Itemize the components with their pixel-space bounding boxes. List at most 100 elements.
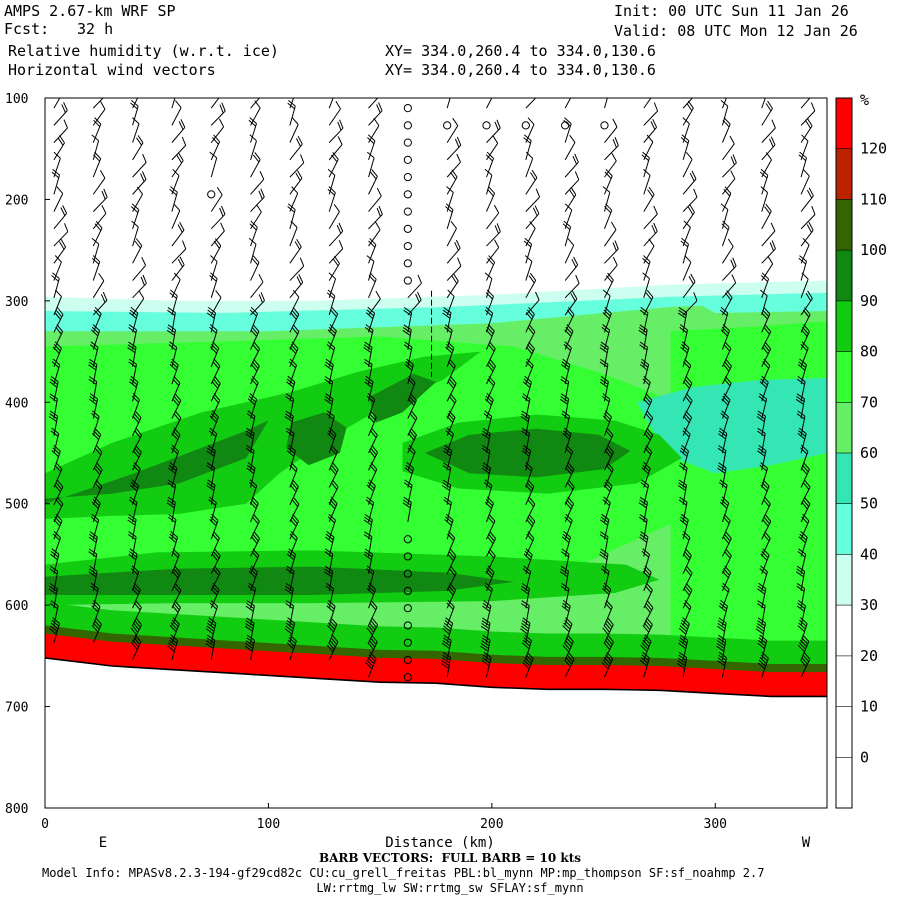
- wind-barb: [525, 98, 537, 109]
- wind-barb-feather: [483, 482, 492, 489]
- wind-barb-feather: [285, 568, 294, 575]
- wind-barb-feather: [253, 154, 260, 163]
- wind-barb-feather: [762, 479, 770, 487]
- wind-barb-feather: [763, 358, 771, 367]
- wind-barb: [800, 571, 806, 592]
- wind-barb: [328, 624, 338, 643]
- wind-barb-feather: [129, 484, 138, 492]
- wind-barb-feather: [327, 168, 336, 176]
- wind-barb-feather: [482, 427, 491, 434]
- wind-barb-feather: [568, 189, 575, 198]
- wind-barb-feather: [645, 292, 652, 301]
- wind-barb-feather: [324, 364, 333, 371]
- wind-barb-feather: [649, 86, 654, 94]
- wind-barb-feather: [803, 651, 811, 660]
- wind-barb-feather: [524, 375, 532, 383]
- wind-barb-feather: [800, 447, 808, 455]
- wind-barb: [92, 330, 101, 350]
- wind-barb: [171, 467, 178, 488]
- wind-barb: [368, 502, 375, 523]
- wind-barb-feather: [168, 344, 177, 351]
- wind-barb-feather: [371, 445, 378, 453]
- wind-barb-feather: [364, 516, 373, 523]
- wind-barb: [800, 195, 814, 212]
- wind-barb: [682, 347, 690, 367]
- wind-barb-feather: [482, 602, 491, 610]
- wind-barb-feather: [91, 513, 100, 521]
- wind-barb: [682, 657, 688, 678]
- wind-barb: [603, 416, 612, 436]
- wind-barb-feather: [566, 499, 573, 507]
- wind-barb-feather: [652, 118, 658, 128]
- wind-barb-feather: [289, 484, 297, 493]
- wind-barb-feather: [730, 156, 735, 165]
- wind-barb: [525, 416, 530, 436]
- wind-barb-feather: [765, 203, 772, 212]
- wind-barb-feather: [207, 479, 216, 486]
- wind-barb-feather: [796, 585, 805, 592]
- wind-barb-feather: [693, 188, 698, 198]
- wind-barb-feather: [91, 605, 99, 613]
- wind-barb-feather: [251, 326, 259, 335]
- wind-barb-feather: [441, 660, 450, 667]
- wind-barb-feather: [561, 413, 570, 420]
- wind-barb-feather: [132, 450, 140, 458]
- wind-barb-feather: [52, 447, 60, 455]
- wind-barb-feather: [403, 307, 412, 314]
- wind-barb-feather: [291, 326, 298, 335]
- wind-barb-feather: [798, 622, 806, 630]
- wind-barb-feather: [445, 203, 454, 211]
- wind-barb-feather: [683, 531, 691, 539]
- wind-barb-feather: [249, 117, 257, 124]
- wind-barb: [486, 657, 492, 678]
- wind-barb-feather: [91, 410, 100, 417]
- wind-barb-feather: [169, 533, 178, 541]
- wind-barb: [368, 214, 383, 230]
- wind-barb: [289, 105, 296, 126]
- wind-barb-feather: [523, 378, 532, 386]
- wind-barb-feather: [249, 501, 257, 510]
- wind-barb-feather: [182, 240, 187, 250]
- wind-barb: [132, 641, 142, 661]
- wind-barb-feather: [483, 413, 492, 420]
- wind-barb-feather: [251, 496, 259, 504]
- wind-barb: [603, 313, 612, 333]
- wind-barb-feather: [447, 289, 455, 297]
- calm-wind-marker: [403, 104, 412, 113]
- wind-barb-feather: [575, 274, 580, 284]
- wind-barb-feather: [207, 634, 216, 641]
- wind-barb-feather: [446, 415, 454, 423]
- wind-barb-feather: [453, 273, 459, 282]
- wind-barb-feather: [404, 364, 413, 371]
- wind-barb-feather: [763, 344, 770, 352]
- wind-barb: [250, 178, 265, 195]
- wind-barb-feather: [328, 430, 336, 438]
- wind-barb-feather: [295, 172, 301, 181]
- wind-barb: [368, 313, 376, 333]
- wind-barb: [328, 263, 340, 281]
- wind-barb-feather: [442, 628, 450, 635]
- wind-barb-feather: [252, 344, 259, 352]
- wind-barb-feather: [89, 358, 98, 365]
- colorbar-level-label: 60: [860, 444, 878, 462]
- wind-barb-feather: [487, 378, 494, 386]
- wind-barb: [682, 196, 698, 212]
- wind-barb-feather: [403, 327, 412, 334]
- wind-barb-feather: [645, 602, 652, 611]
- wind-barb-feather: [677, 485, 686, 491]
- wind-barb: [761, 521, 772, 540]
- wind-barb: [525, 433, 530, 454]
- wind-barb-feather: [564, 516, 572, 524]
- wind-barb-feather: [801, 501, 808, 510]
- wind-barb: [682, 300, 698, 316]
- wind-barb-feather: [759, 634, 768, 641]
- wind-barb-feather: [683, 361, 690, 369]
- wind-barb-feather: [250, 499, 258, 507]
- wind-barb-feather: [442, 312, 451, 319]
- wind-barb-feather: [178, 121, 184, 130]
- wind-barb-feather: [90, 516, 99, 524]
- wind-barb-feather: [758, 395, 767, 403]
- wind-barb-feather: [796, 378, 805, 385]
- wind-barb-feather: [329, 324, 337, 332]
- wind-barb: [525, 468, 533, 488]
